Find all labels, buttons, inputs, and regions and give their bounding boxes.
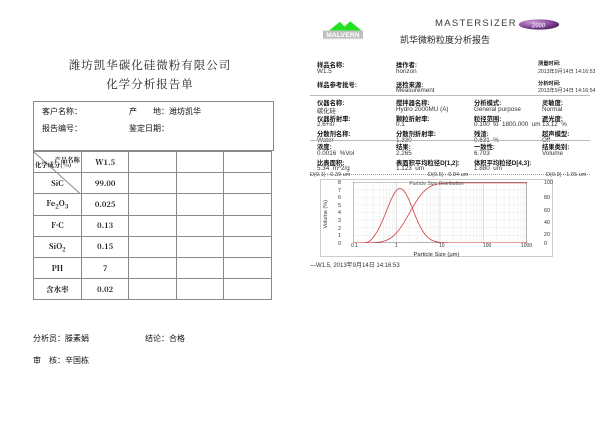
svg-text:MALVERN: MALVERN [326, 32, 360, 39]
svg-text:2000: 2000 [531, 23, 546, 29]
